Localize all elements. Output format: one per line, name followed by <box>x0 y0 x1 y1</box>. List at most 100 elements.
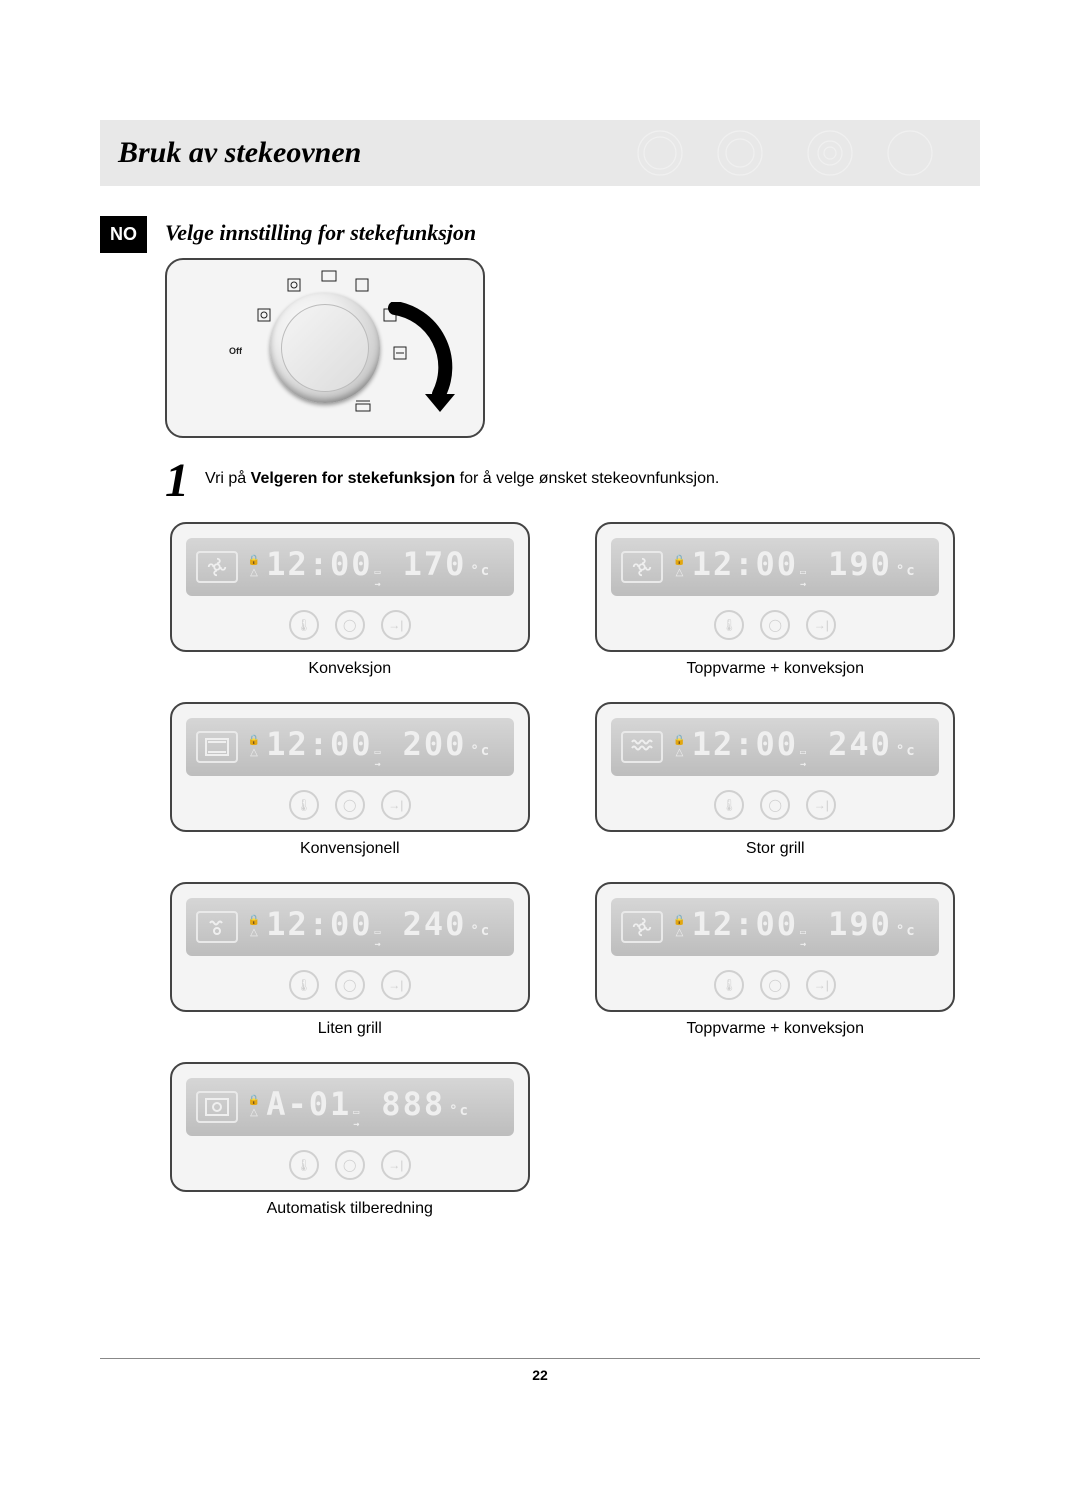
step-text-before: Vri på <box>205 470 251 487</box>
timer-button[interactable]: →| <box>381 1150 411 1180</box>
lcd-unit: °c <box>449 1103 470 1119</box>
step-text-bold: Velgeren for stekefunksjon <box>251 470 456 487</box>
lcd-temp: 240 <box>828 725 892 763</box>
displays-grid: 🔒△ 12:00 ▭→ 170°c 🌡 ◯ →| Konveksjon 🔒△ 1… <box>165 522 960 1218</box>
dial-label-off: Off <box>229 346 242 356</box>
display-cell: 🔒△ 12:00 ▭→ 200°c 🌡 ◯ →| Konvensjonell <box>165 702 535 858</box>
lcd-screen: 🔒△ 12:00 ▭→ 240°c <box>611 718 939 776</box>
display-caption: Liten grill <box>165 1020 535 1038</box>
language-badge: NO <box>100 216 147 253</box>
clock-button[interactable]: ◯ <box>335 1150 365 1180</box>
lcd-readout: 12:00 ▭→ 190°c <box>692 905 917 950</box>
clock-button[interactable]: ◯ <box>760 790 790 820</box>
mode-icon <box>621 551 663 583</box>
clock-button[interactable]: ◯ <box>335 970 365 1000</box>
temp-button[interactable]: 🌡 <box>714 970 744 1000</box>
temp-button[interactable]: 🌡 <box>289 970 319 1000</box>
lcd-temp: 888 <box>381 1085 445 1123</box>
oven-display: 🔒△ A-01 ▭→ 888°c 🌡 ◯ →| <box>170 1062 530 1192</box>
dial-mark-icon <box>321 270 337 282</box>
clock-button[interactable]: ◯ <box>335 790 365 820</box>
page: Bruk av stekeovnen NO Velge innstilling … <box>0 0 1080 1443</box>
lcd-screen: 🔒△ 12:00 ▭→ 170°c <box>186 538 514 596</box>
display-caption: Konvensjonell <box>165 840 535 858</box>
lcd-indicator-icons: 🔒△ <box>673 736 685 758</box>
lcd-indicator-icons: ▭→ <box>375 928 383 950</box>
display-buttons: 🌡 ◯ →| <box>172 790 528 820</box>
timer-button[interactable]: →| <box>806 790 836 820</box>
lcd-readout: 12:00 ▭→ 170°c <box>266 545 491 590</box>
display-buttons: 🌡 ◯ →| <box>172 610 528 640</box>
lcd-indicator-icons: ▭→ <box>375 568 383 590</box>
title-bar: Bruk av stekeovnen <box>100 120 980 186</box>
mode-icon <box>196 911 238 943</box>
lcd-indicator-icons: 🔒△ <box>248 1096 260 1118</box>
oven-display: 🔒△ 12:00 ▭→ 240°c 🌡 ◯ →| <box>595 702 955 832</box>
dial-rotation-arrow-icon <box>385 302 455 417</box>
lcd-indicator-icons: 🔒△ <box>248 556 260 578</box>
lcd-indicator-icons: ▭→ <box>353 1108 361 1130</box>
temp-button[interactable]: 🌡 <box>289 790 319 820</box>
temp-button[interactable]: 🌡 <box>714 610 744 640</box>
lcd-time: 12:00 <box>266 905 372 943</box>
mode-icon <box>621 911 663 943</box>
mode-icon <box>196 1091 238 1123</box>
mode-icon <box>196 731 238 763</box>
lcd-unit: °c <box>470 923 491 939</box>
title-decoration <box>620 128 940 178</box>
lcd-time: 12:00 <box>692 905 798 943</box>
lcd-time: 12:00 <box>692 545 798 583</box>
display-caption: Toppvarme + konveksjon <box>591 660 961 678</box>
lcd-temp: 200 <box>403 725 467 763</box>
timer-button[interactable]: →| <box>806 970 836 1000</box>
display-cell: 🔒△ 12:00 ▭→ 170°c 🌡 ◯ →| Konveksjon <box>165 522 535 678</box>
oven-display: 🔒△ 12:00 ▭→ 200°c 🌡 ◯ →| <box>170 702 530 832</box>
lcd-time: 12:00 <box>266 725 372 763</box>
dial-mark-icon <box>355 400 371 412</box>
display-cell: 🔒△ 12:00 ▭→ 240°c 🌡 ◯ →| Stor grill <box>591 702 961 858</box>
display-cell: 🔒△ 12:00 ▭→ 190°c 🌡 ◯ →| Toppvarme + kon… <box>591 882 961 1038</box>
mode-icon <box>621 731 663 763</box>
lcd-unit: °c <box>896 743 917 759</box>
lcd-screen: 🔒△ 12:00 ▭→ 200°c <box>186 718 514 776</box>
display-caption: Konveksjon <box>165 660 535 678</box>
display-buttons: 🌡 ◯ →| <box>597 610 953 640</box>
display-cell: 🔒△ 12:00 ▭→ 190°c 🌡 ◯ →| Toppvarme + kon… <box>591 522 961 678</box>
oven-display: 🔒△ 12:00 ▭→ 240°c 🌡 ◯ →| <box>170 882 530 1012</box>
lcd-unit: °c <box>470 563 491 579</box>
display-buttons: 🌡 ◯ →| <box>172 970 528 1000</box>
lcd-readout: 12:00 ▭→ 200°c <box>266 725 491 770</box>
display-caption: Automatisk tilberedning <box>165 1200 535 1218</box>
step-row: 1 Vri på Velgeren for stekefunksjon for … <box>165 466 980 500</box>
temp-button[interactable]: 🌡 <box>289 610 319 640</box>
lcd-screen: 🔒△ 12:00 ▭→ 190°c <box>611 538 939 596</box>
clock-button[interactable]: ◯ <box>760 610 790 640</box>
lcd-screen: 🔒△ A-01 ▭→ 888°c <box>186 1078 514 1136</box>
lcd-indicator-icons: ▭→ <box>800 928 808 950</box>
display-cell: 🔒△ A-01 ▭→ 888°c 🌡 ◯ →| Automatisk tilbe… <box>165 1062 535 1218</box>
dial-mark-icon <box>287 278 301 292</box>
lcd-time: 12:00 <box>692 725 798 763</box>
lcd-time: A-01 <box>266 1085 351 1123</box>
page-number: 22 <box>100 1367 980 1383</box>
temp-button[interactable]: 🌡 <box>714 790 744 820</box>
timer-button[interactable]: →| <box>806 610 836 640</box>
clock-button[interactable]: ◯ <box>760 970 790 1000</box>
lcd-temp: 190 <box>828 905 892 943</box>
lcd-readout: 12:00 ▭→ 190°c <box>692 545 917 590</box>
section-row: NO Velge innstilling for stekefunksjon O… <box>100 216 980 1218</box>
timer-button[interactable]: →| <box>381 610 411 640</box>
lcd-screen: 🔒△ 12:00 ▭→ 190°c <box>611 898 939 956</box>
timer-button[interactable]: →| <box>381 790 411 820</box>
oven-display: 🔒△ 12:00 ▭→ 190°c 🌡 ◯ →| <box>595 882 955 1012</box>
lcd-temp: 190 <box>828 545 892 583</box>
temp-button[interactable]: 🌡 <box>289 1150 319 1180</box>
step-number: 1 <box>165 462 189 500</box>
dial-mark-icon <box>355 278 369 292</box>
clock-button[interactable]: ◯ <box>335 610 365 640</box>
display-buttons: 🌡 ◯ →| <box>597 970 953 1000</box>
mode-icon <box>196 551 238 583</box>
function-selector-dial[interactable] <box>270 293 380 403</box>
timer-button[interactable]: →| <box>381 970 411 1000</box>
display-cell: 🔒△ 12:00 ▭→ 240°c 🌡 ◯ →| Liten grill <box>165 882 535 1038</box>
